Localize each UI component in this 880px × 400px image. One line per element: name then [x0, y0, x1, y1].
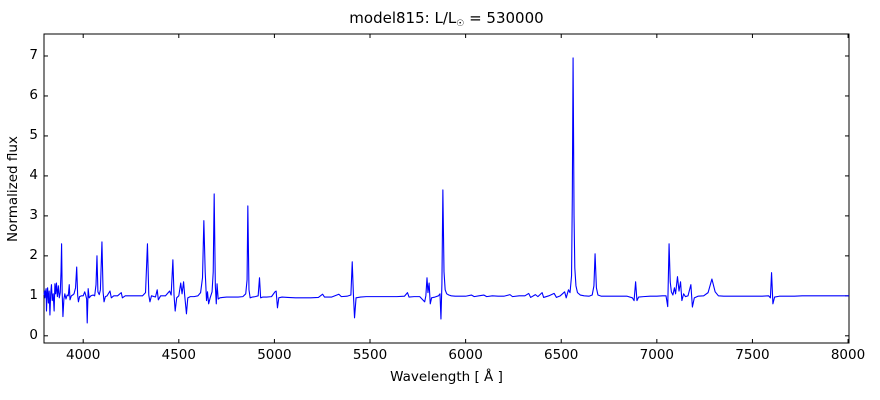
plot-frame [43, 33, 850, 344]
y-tick-label-6: 6 [29, 86, 38, 103]
x-tick-label-5500: 5500 [352, 347, 388, 363]
x-tick-label-4000: 4000 [66, 347, 101, 363]
y-tick-label-4: 4 [29, 166, 38, 183]
y-tick-label-2: 2 [29, 246, 38, 263]
y-tick-label-1: 1 [29, 286, 38, 303]
x-axis-label: Wavelength [ Å ] [390, 369, 503, 385]
x-tick-label-4500: 4500 [161, 347, 196, 363]
x-tick-label-6000: 6000 [448, 347, 483, 363]
x-tick-label-8000: 8000 [830, 347, 866, 363]
spectrum-line [43, 57, 849, 324]
chart-title: model815: L/L☉ = 530000 [44, 9, 849, 29]
x-tick-label-7500: 7500 [735, 347, 770, 363]
x-tick-label-7000: 7000 [639, 347, 674, 363]
y-tick-label-7: 7 [29, 46, 38, 63]
chart-title-prefix: model815: L/L [349, 9, 457, 27]
x-tick-label-5000: 5000 [257, 347, 292, 363]
y-tick-label-3: 3 [29, 206, 38, 223]
y-tick-label-0: 0 [29, 326, 38, 343]
sun-symbol: ☉ [456, 19, 465, 29]
chart-title-suffix: = 530000 [464, 9, 544, 27]
x-tick-label-6500: 6500 [544, 347, 579, 363]
y-tick-label-5: 5 [29, 126, 38, 143]
